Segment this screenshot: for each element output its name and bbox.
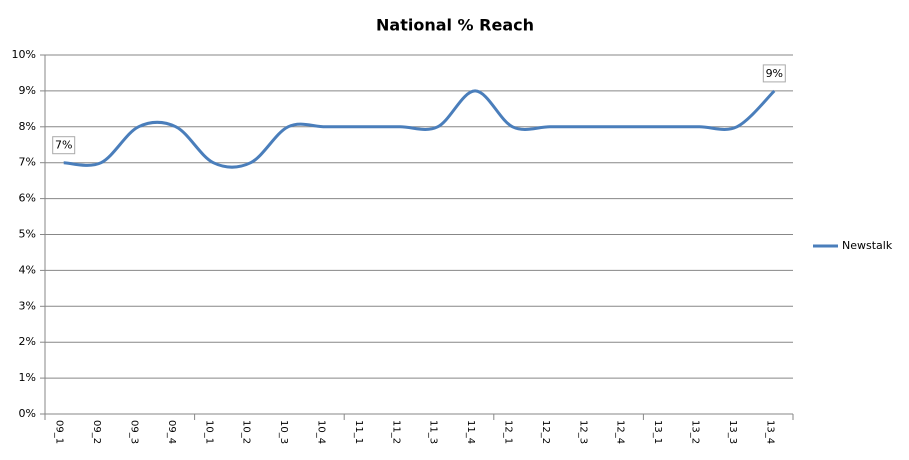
data-label-box bbox=[52, 136, 76, 155]
x-tick-label: 13_2 bbox=[690, 420, 701, 444]
x-tick-label: 11_3 bbox=[428, 420, 439, 444]
legend-label: Newstalk bbox=[842, 239, 893, 252]
data-label: 9% bbox=[766, 67, 783, 80]
x-tick-label: 11_2 bbox=[390, 420, 401, 444]
y-tick-label: 0% bbox=[19, 407, 36, 420]
x-tick-label: 12_4 bbox=[615, 420, 626, 444]
x-tick-label: 10_1 bbox=[203, 420, 214, 444]
y-tick-label: 4% bbox=[19, 263, 36, 276]
y-tick-label: 7% bbox=[19, 156, 36, 169]
x-tick-label: 09_1 bbox=[54, 420, 65, 444]
x-tick-label: 10_4 bbox=[316, 420, 327, 444]
y-tick-label: 5% bbox=[19, 228, 36, 241]
x-tick-label: 12_2 bbox=[540, 420, 551, 444]
x-tick-label: 11_1 bbox=[353, 420, 364, 444]
data-label-box bbox=[762, 64, 786, 83]
x-tick-label: 09_4 bbox=[166, 420, 177, 444]
chart-title: National % Reach bbox=[376, 16, 534, 35]
x-tick-label: 12_3 bbox=[577, 420, 588, 444]
x-tick-label: 11_4 bbox=[465, 420, 476, 444]
x-tick-label: 09_2 bbox=[91, 420, 102, 444]
y-tick-label: 2% bbox=[19, 335, 36, 348]
x-tick-label: 09_3 bbox=[129, 420, 140, 444]
x-tick-label: 10_2 bbox=[241, 420, 252, 444]
data-label: 7% bbox=[55, 139, 72, 152]
y-tick-label: 10% bbox=[12, 48, 36, 61]
y-tick-label: 9% bbox=[19, 84, 36, 97]
x-tick-label: 13_1 bbox=[652, 420, 663, 444]
x-tick-label: 12_1 bbox=[503, 420, 514, 444]
y-tick-label: 8% bbox=[19, 120, 36, 133]
x-tick-label: 10_3 bbox=[278, 420, 289, 444]
line-series bbox=[63, 89, 776, 169]
y-tick-label: 3% bbox=[19, 299, 36, 312]
y-tick-label: 1% bbox=[19, 371, 36, 384]
y-tick-label: 6% bbox=[19, 192, 36, 205]
x-tick-label: 13_3 bbox=[727, 420, 738, 444]
x-tick-label: 13_4 bbox=[764, 420, 775, 444]
